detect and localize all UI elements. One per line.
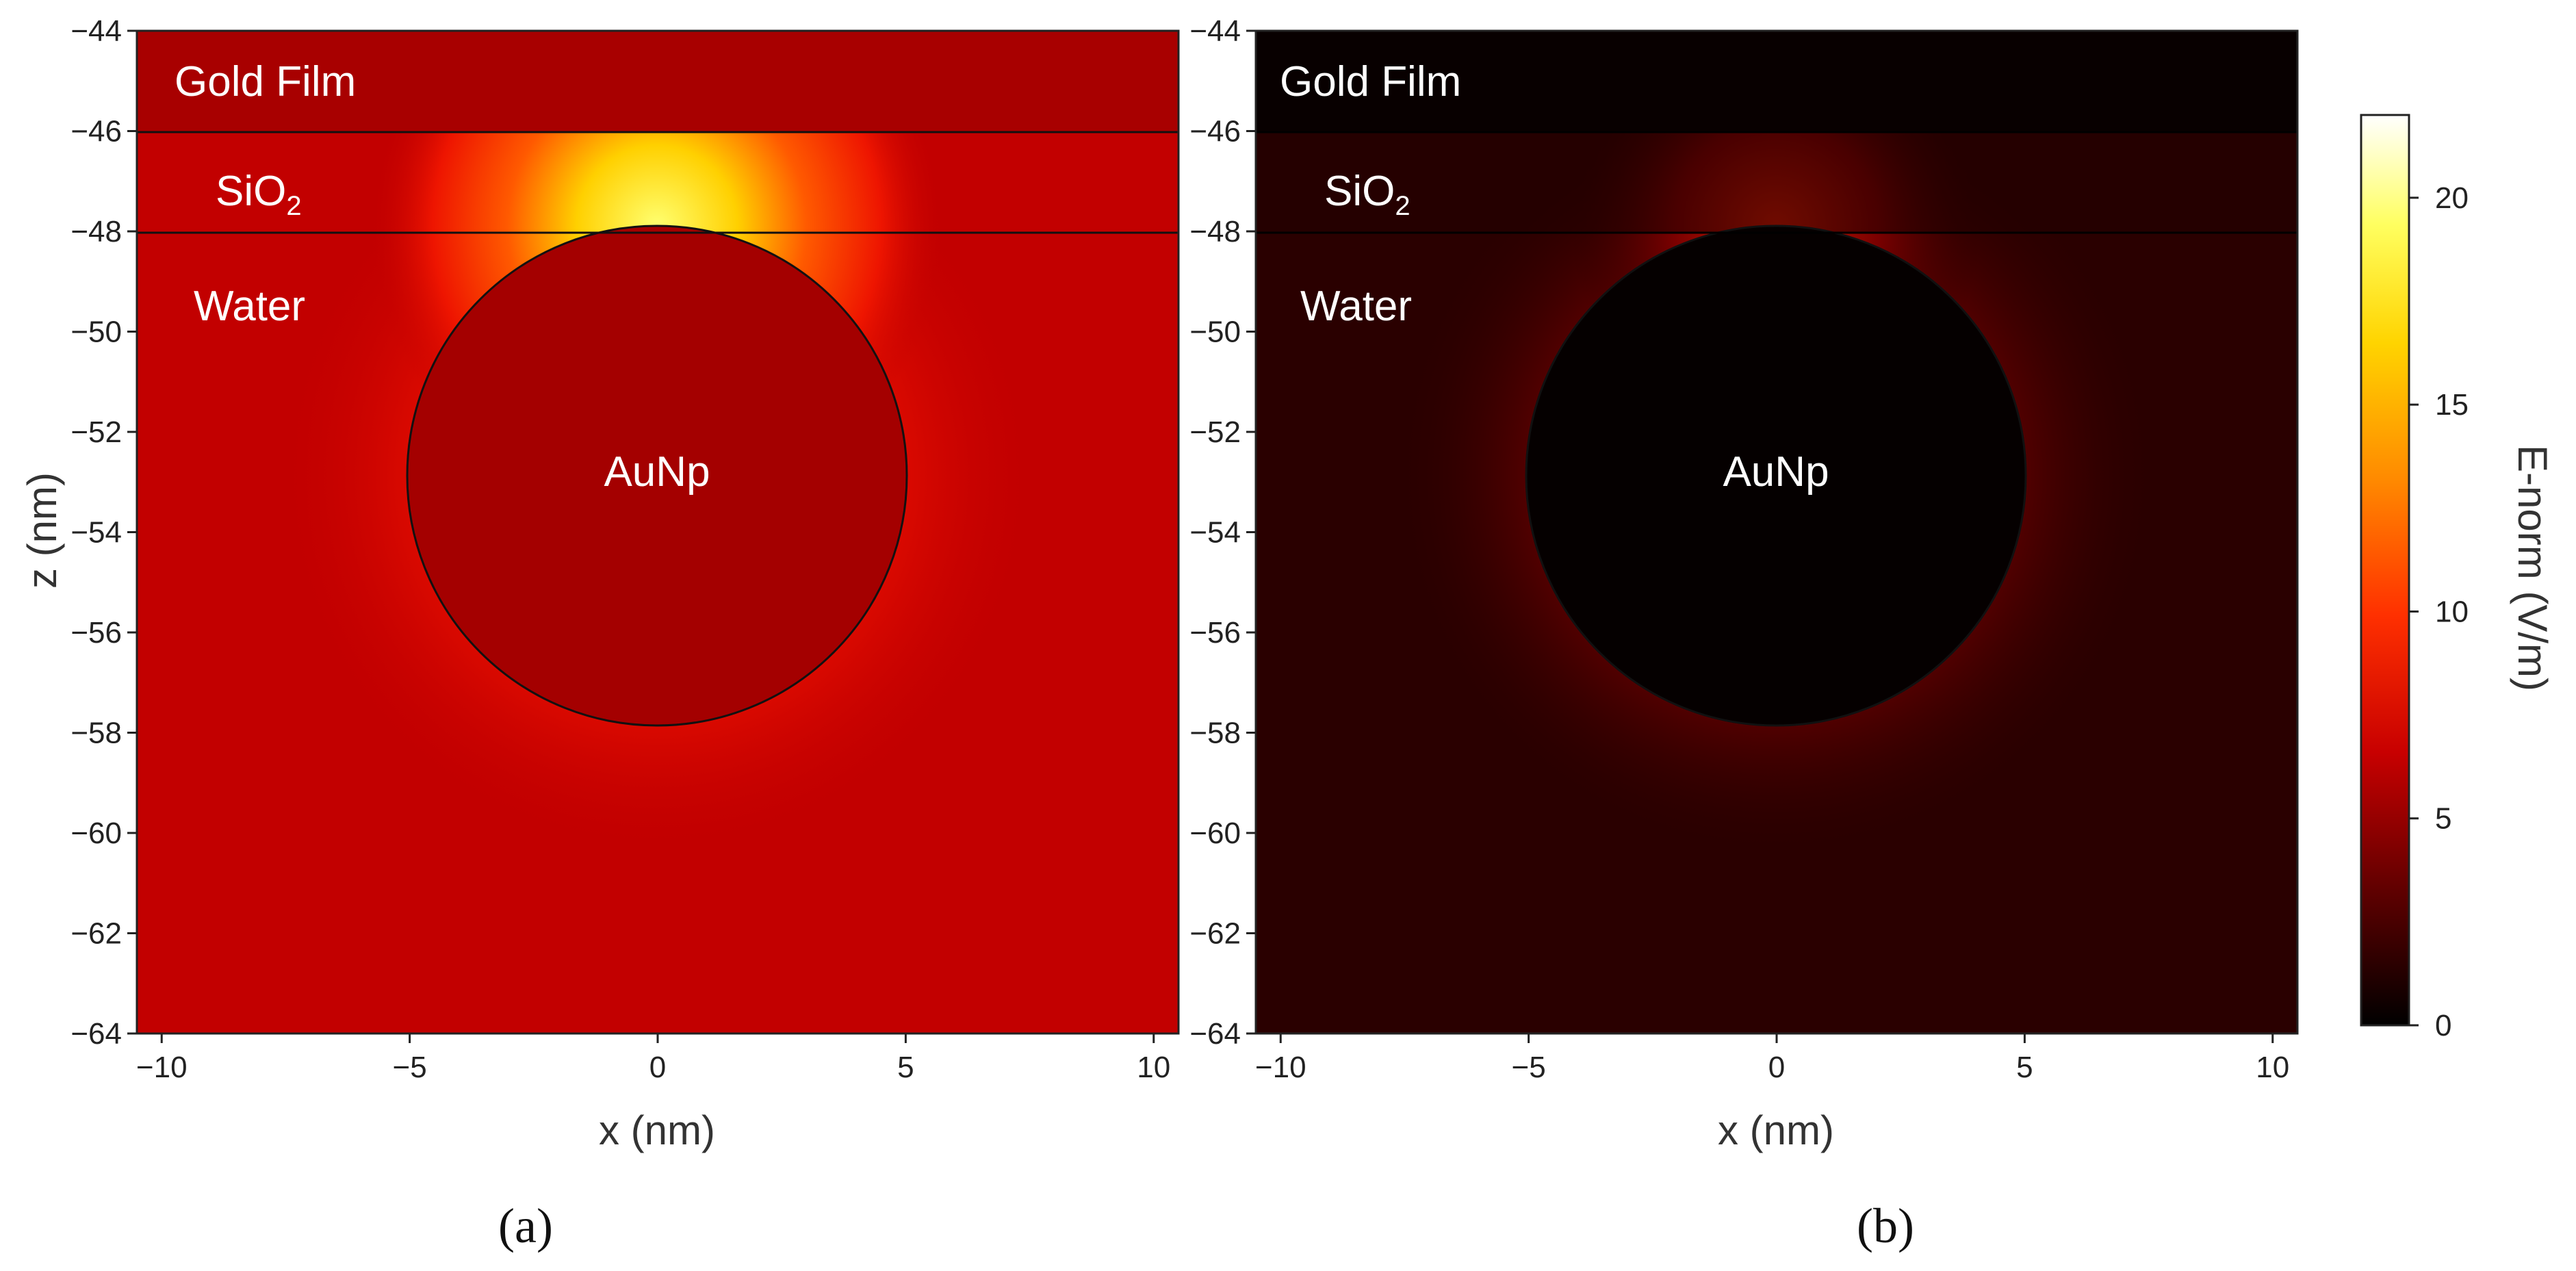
panel-b-ticks: −10 −5 0 5 10−44−46−48−50−52−54−56−58−60−62−… — [1189, 14, 2289, 1084]
panel-a-aunp-circle — [406, 224, 908, 727]
colorbar-tick-label-1: 5 — [2435, 802, 2451, 836]
colorbar-tick-label-0: 0 — [2435, 1009, 2451, 1042]
panel-b-aunp-circle — [1525, 224, 2027, 727]
panel-b-ytick-label-6: −56 — [1189, 616, 1241, 650]
panel-b-field — [1256, 31, 2297, 1034]
panel-a-ytick-label-0: −44 — [70, 14, 122, 48]
panel-b-xlabel: x (nm) — [1718, 1107, 1834, 1153]
panel-a-ytick-label-6: −56 — [70, 616, 122, 650]
panel-b-sio2-layer — [1256, 132, 2297, 233]
colorbar-tick-label-2: 10 — [2435, 595, 2469, 628]
panel-b-label-aunp: AuNp — [1723, 448, 1829, 496]
panel-b-ytick-label-0: −44 — [1189, 14, 1241, 48]
colorbar: 0 5 10 15 20 E-norm (V/m) — [2360, 114, 2555, 1042]
panel-a-gold-film — [137, 31, 1178, 132]
colorbar-tick-label-4: 20 — [2435, 181, 2469, 215]
panel-a-xtick-label-4: 10 — [1137, 1051, 1170, 1084]
panel-a-heatmap: Gold Film SiO2 Water AuNp −10 −5 0 5 10−44−4… — [19, 14, 1180, 1253]
panel-b-gold-film — [1256, 31, 2297, 132]
panel-a-ytick-label-9: −62 — [70, 917, 122, 951]
panel-b-label-gold-film: Gold Film — [1280, 58, 1461, 105]
panel-a-label-aunp: AuNp — [604, 448, 710, 496]
panel-a-xtick-label-0: −10 — [136, 1051, 188, 1084]
panel-a-label-gold-film: Gold Film — [175, 58, 356, 105]
colorbar-gradient — [2360, 114, 2410, 1027]
panel-b-xtick-label-0: −10 — [1255, 1051, 1306, 1084]
panel-b-ytick-label-2: −48 — [1189, 215, 1241, 248]
panel-b-heatmap: Gold Film SiO2 Water AuNp −10 −5 0 5 10−44−4… — [1189, 14, 2299, 1253]
panel-b-ytick-label-3: −50 — [1189, 316, 1241, 349]
panel-a-xlabel: x (nm) — [599, 1107, 715, 1153]
panel-b-xtick-label-4: 10 — [2256, 1051, 2289, 1084]
panel-a-ytick-label-10: −64 — [70, 1017, 122, 1051]
panel-a-ytick-label-2: −48 — [70, 215, 122, 248]
panel-a-xtick-label-1: −5 — [393, 1051, 427, 1084]
colorbar-ticks: 0 5 10 15 20 — [2409, 181, 2469, 1042]
panel-a-ytick-label-1: −46 — [70, 115, 122, 149]
panel-a-ytick-label-5: −54 — [70, 516, 122, 550]
panel-a-label-sio2: SiO2 — [216, 168, 302, 221]
panel-b-label-sio2: SiO2 — [1324, 168, 1411, 221]
panel-b-xtick-label-3: 5 — [2016, 1051, 2033, 1084]
panel-b-label-water: Water — [1300, 283, 1412, 330]
colorbar-tick-label-3: 15 — [2435, 388, 2469, 422]
panel-a-ytick-label-4: −52 — [70, 415, 122, 449]
panel-a-ytick-label-3: −50 — [70, 316, 122, 349]
panel-b-ytick-label-9: −62 — [1189, 917, 1241, 951]
panel-a-ticks: −10 −5 0 5 10−44−46−48−50−52−54−56−58−60−62−… — [70, 14, 1170, 1084]
panel-a-ytick-label-8: −60 — [70, 817, 122, 850]
panel-a-field — [137, 31, 1178, 1034]
colorbar-label: E-norm (V/m) — [2510, 445, 2555, 691]
panel-b-ytick-label-4: −52 — [1189, 415, 1241, 449]
panel-a-caption: (a) — [498, 1198, 553, 1253]
panel-b-xtick-label-1: −5 — [1512, 1051, 1546, 1084]
panel-b-ytick-label-7: −58 — [1189, 717, 1241, 750]
panel-b-ytick-label-1: −46 — [1189, 115, 1241, 149]
panel-b-ytick-label-5: −54 — [1189, 516, 1241, 550]
panel-a-xtick-label-2: 0 — [649, 1051, 666, 1084]
panel-b-ytick-label-10: −64 — [1189, 1017, 1241, 1051]
panel-b-caption: (b) — [1857, 1198, 1914, 1253]
panel-a-label-water: Water — [194, 283, 305, 330]
panel-b-xtick-label-2: 0 — [1768, 1051, 1785, 1084]
panel-a-ylabel: z (nm) — [19, 472, 65, 589]
panel-b-ytick-label-8: −60 — [1189, 817, 1241, 850]
panel-a-ytick-label-7: −58 — [70, 717, 122, 750]
panel-a-xtick-label-3: 5 — [897, 1051, 914, 1084]
